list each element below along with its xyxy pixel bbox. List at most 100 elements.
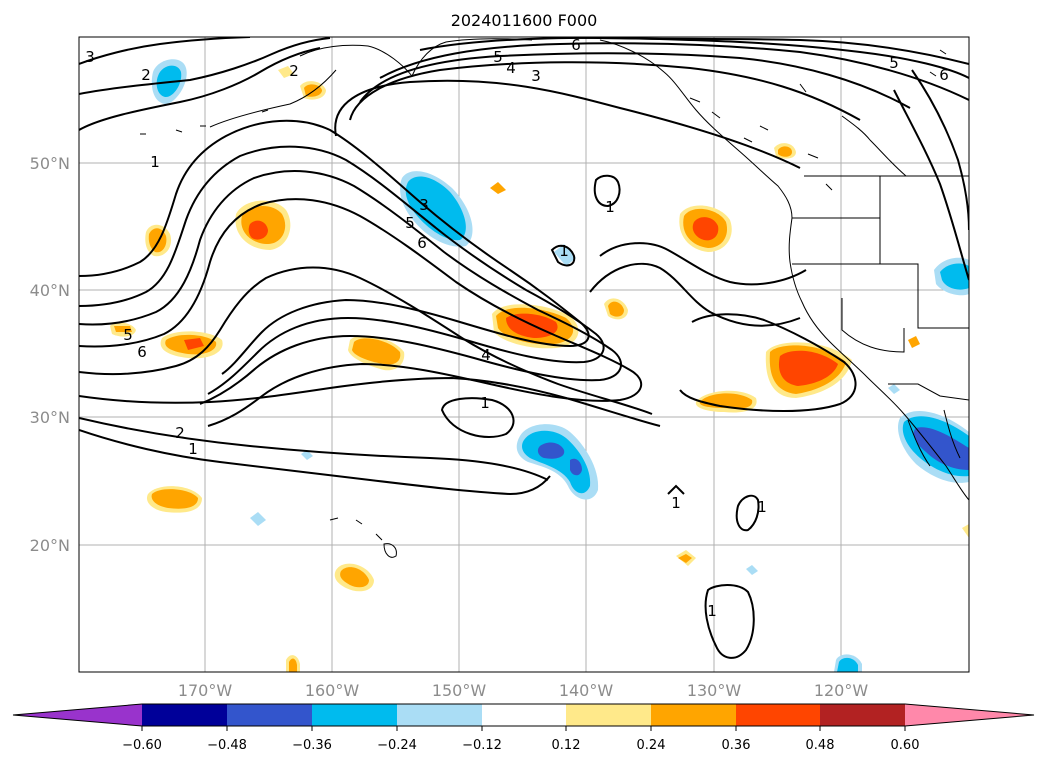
- contour-small-1: [667, 484, 685, 495]
- contour-north-4: [379, 42, 969, 101]
- neg-patch-south-core: [837, 657, 858, 672]
- colorbar-ticks: [141, 726, 906, 731]
- coast-hawaii: [329, 517, 397, 558]
- colorbar-tick-label: −0.24: [377, 738, 417, 753]
- pos-patch-calif-core: [778, 350, 838, 386]
- neg-patch-small1: [554, 244, 576, 266]
- contour-west-2: [79, 37, 331, 95]
- contour-trough-2: [79, 145, 605, 395]
- pos-patch-bottom-core: [289, 658, 297, 672]
- colorbar-tick-label: 0.12: [552, 738, 581, 753]
- colorbar-tick-label: 0.36: [722, 738, 751, 753]
- map-frame: [78, 36, 970, 673]
- contour-west-3: [79, 37, 251, 65]
- neg-patch-central-deep2: [570, 458, 582, 476]
- contour-east-rim-2: [911, 69, 969, 231]
- lon-label-150w: 150°W: [432, 681, 487, 700]
- contour-small-2: [550, 244, 576, 267]
- contour-label: 6: [137, 343, 147, 361]
- colorbar-segment: [397, 704, 482, 726]
- colorbar-segment: [566, 704, 651, 726]
- colorbar-segment: [312, 704, 397, 726]
- neg-patch-small2: [250, 512, 266, 526]
- contour-west-1: [79, 47, 321, 131]
- contour-label: 1: [757, 498, 767, 516]
- contour-label: 5: [493, 48, 503, 66]
- colorbar-segment: [482, 704, 566, 726]
- lon-label-120w: 120°W: [814, 681, 869, 700]
- latitude-labels: 20°N 30°N 40°N 50°N: [30, 154, 70, 555]
- neg-patch-gulf-alaska-core: [405, 176, 466, 241]
- contour-east-3: [679, 313, 857, 412]
- border-states: [792, 176, 969, 329]
- contour-closed-4: [735, 494, 760, 532]
- contour-label: 5: [123, 326, 133, 344]
- contour-label: 4: [481, 346, 491, 364]
- neg-patch-great-basin-core: [940, 263, 969, 290]
- lat-label-40n: 40°N: [30, 281, 70, 300]
- pos-patch-edge: [962, 524, 969, 538]
- contour-label: 3: [419, 196, 429, 214]
- contour-label: 3: [531, 67, 541, 85]
- contour-label: 4: [506, 59, 516, 77]
- contour-lines: [79, 37, 969, 659]
- contour-label: 5: [889, 54, 899, 72]
- colorbar-segment: [227, 704, 312, 726]
- colorbar: −0.60 −0.48 −0.36 −0.24 −0.12 0.12 0.24 …: [12, 703, 1035, 753]
- map-panel: 3 2 2 1 5 4 3 6 5 6 3 5 6 1 1 5 6 4 1 2: [78, 36, 970, 673]
- contour-east-rim-1: [893, 89, 969, 281]
- contour-label: 1: [605, 198, 615, 216]
- contour-label: 5: [405, 214, 415, 232]
- neg-patch-small5: [888, 384, 900, 394]
- colorbar-extend-min: [13, 704, 142, 726]
- contour-labels: 3 2 2 1 5 4 3 6 5 6 3 5 6 1 1 5 6 4 1 2: [85, 36, 949, 620]
- pos-patch-small5: [908, 336, 920, 348]
- neg-patch-baja-deep: [913, 427, 969, 470]
- contour-trough-7: [79, 417, 549, 481]
- contour-label: 1: [559, 242, 569, 260]
- coast-aleutian-islands: [140, 109, 269, 135]
- colorbar-segment: [820, 704, 905, 726]
- contour-trough-3: [79, 170, 623, 405]
- coast-baja-gulf: [907, 409, 961, 467]
- pos-patch-south-hawaii-core: [340, 567, 369, 588]
- contour-trough-1: [79, 119, 590, 375]
- contour-closed-2: [593, 174, 621, 208]
- colorbar-tick-label: 0.48: [806, 738, 835, 753]
- lon-label-140w: 140°W: [559, 681, 614, 700]
- contour-closed-1: [440, 397, 515, 438]
- contour-north-2: [349, 61, 861, 121]
- contour-trough-6: [79, 376, 661, 427]
- coast-north-america-west: [599, 39, 969, 501]
- pos-patch-hawaii-west-core: [184, 338, 204, 350]
- coast-lakes: [929, 49, 947, 77]
- lat-label-20n: 20°N: [30, 536, 70, 555]
- map-title: 2024011600 F000: [451, 11, 598, 30]
- pos-patch-bc-core: [778, 146, 792, 157]
- neg-patch-small4: [746, 565, 758, 575]
- colorbar-tick-label: −0.60: [122, 738, 162, 753]
- lon-label-130w: 130°W: [687, 681, 742, 700]
- lon-label-170w: 170°W: [178, 681, 233, 700]
- contour-north-3: [359, 52, 911, 109]
- colorbar-segment: [651, 704, 736, 726]
- contour-east-1: [589, 262, 801, 327]
- contour-label: 1: [671, 494, 681, 512]
- colorbar-segment: [736, 704, 820, 726]
- contour-label: 1: [480, 394, 490, 412]
- contour-label: 2: [289, 62, 299, 80]
- pos-patch-small3-core: [678, 554, 692, 563]
- contour-east-2: [599, 242, 807, 286]
- longitude-labels: 170°W 160°W 150°W 140°W 130°W 120°W: [178, 681, 869, 700]
- contour-closed-3: [704, 584, 755, 659]
- pos-patch-small4: [278, 66, 294, 78]
- shaded-anomaly-patches: [110, 59, 969, 672]
- border-us-mexico: [888, 383, 969, 401]
- contour-trough-8: [79, 429, 551, 496]
- pos-patch-far-west-2-core: [114, 326, 132, 332]
- colorbar-tick-label: −0.36: [292, 738, 332, 753]
- contour-label: 6: [571, 36, 581, 54]
- contour-trough-4: [79, 198, 643, 427]
- neg-patch-central-deep: [537, 442, 565, 459]
